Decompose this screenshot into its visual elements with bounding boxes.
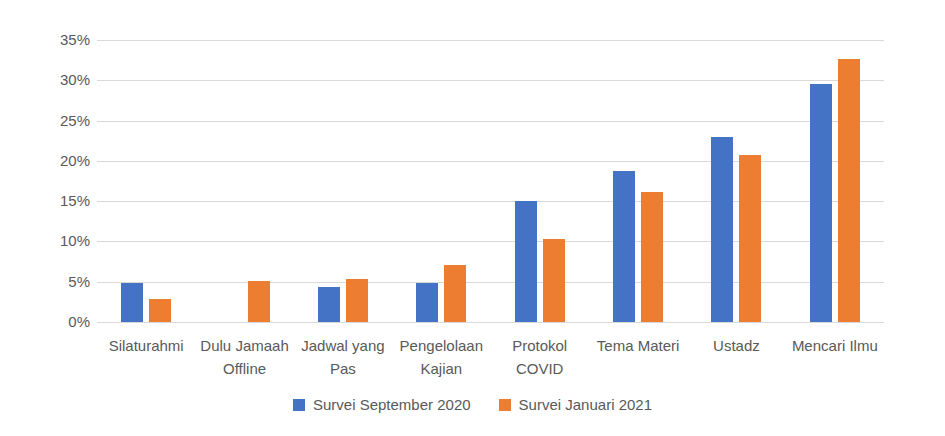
category-label: Jadwal yang Pas — [295, 334, 391, 380]
category-label: Dulu Jamaah Offline — [197, 334, 293, 380]
bar — [838, 59, 860, 322]
y-axis-tick-label: 0% — [0, 312, 90, 332]
legend-label: Survei September 2020 — [313, 396, 471, 413]
bar — [121, 283, 143, 322]
bar — [318, 287, 340, 322]
bar — [641, 192, 663, 322]
bar — [515, 201, 537, 322]
legend-label: Survei Januari 2021 — [519, 396, 652, 413]
bar — [149, 299, 171, 322]
bar — [346, 279, 368, 322]
gridline — [97, 161, 884, 162]
y-axis-tick-label: 10% — [0, 231, 90, 251]
gridline — [97, 201, 884, 202]
gridline — [97, 80, 884, 81]
bar-chart: Survei September 2020 Survei Januari 2021… — [0, 0, 945, 436]
y-axis-tick-label: 20% — [0, 151, 90, 171]
bar — [248, 281, 270, 322]
legend-swatch — [293, 399, 305, 411]
legend-item: Survei Januari 2021 — [499, 396, 652, 413]
y-axis-tick-label: 25% — [0, 111, 90, 131]
category-label: Protokol COVID — [492, 334, 588, 380]
bar — [613, 171, 635, 322]
y-axis-tick-label: 35% — [0, 30, 90, 50]
bar — [444, 265, 466, 322]
category-label: Pengelolaan Kajian — [393, 334, 489, 380]
category-label: Mencari Ilmu — [787, 334, 883, 357]
category-label: Silaturahmi — [98, 334, 194, 357]
bar — [711, 137, 733, 322]
y-axis-tick-label: 30% — [0, 70, 90, 90]
bar — [739, 155, 761, 322]
bar — [810, 84, 832, 322]
bar — [416, 283, 438, 322]
gridline — [97, 241, 884, 242]
y-axis-tick-label: 15% — [0, 191, 90, 211]
legend-swatch — [499, 399, 511, 411]
gridline — [97, 282, 884, 283]
y-axis-tick-label: 5% — [0, 272, 90, 292]
category-label: Tema Materi — [590, 334, 686, 357]
category-label: Ustadz — [688, 334, 784, 357]
x-axis-line — [97, 322, 884, 323]
gridline — [97, 40, 884, 41]
gridline — [97, 121, 884, 122]
legend: Survei September 2020 Survei Januari 2021 — [0, 396, 945, 413]
legend-item: Survei September 2020 — [293, 396, 471, 413]
bar — [543, 239, 565, 322]
